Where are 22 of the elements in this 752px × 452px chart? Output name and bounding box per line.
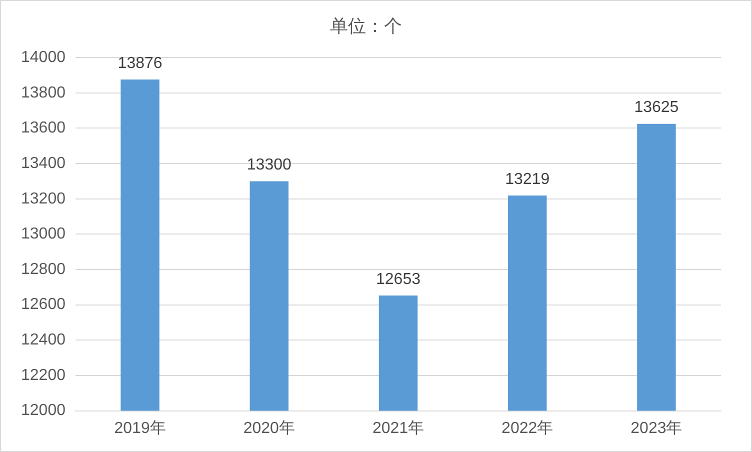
- x-tick-label: 2021年: [372, 420, 424, 437]
- x-tick-label: 2020年: [243, 420, 295, 437]
- y-tick-label: 12000: [20, 402, 66, 420]
- y-tick-label: 12800: [20, 260, 66, 278]
- y-tick-label: 14000: [20, 49, 66, 66]
- y-tick-label: 12400: [20, 332, 66, 349]
- y-tick-label: 12600: [20, 296, 66, 314]
- data-label: 13300: [246, 156, 292, 174]
- y-tick-label: 12200: [20, 366, 66, 384]
- y-tick-label: 13200: [20, 190, 66, 208]
- y-tick-label: 13800: [20, 84, 66, 102]
- data-label: 13219: [505, 170, 550, 188]
- chart-title: 单位：个: [330, 16, 402, 36]
- x-tick-label: 2022年: [502, 420, 554, 437]
- data-label: 12653: [376, 270, 421, 288]
- x-tick-label: 2023年: [630, 420, 682, 437]
- y-tick-label: 13400: [20, 154, 66, 172]
- data-label: 13625: [634, 99, 679, 116]
- data-label: 13876: [118, 54, 162, 72]
- y-tick-label: 13600: [20, 120, 66, 137]
- x-tick-label: 2019年: [114, 420, 166, 437]
- y-tick-label: 13000: [20, 226, 66, 243]
